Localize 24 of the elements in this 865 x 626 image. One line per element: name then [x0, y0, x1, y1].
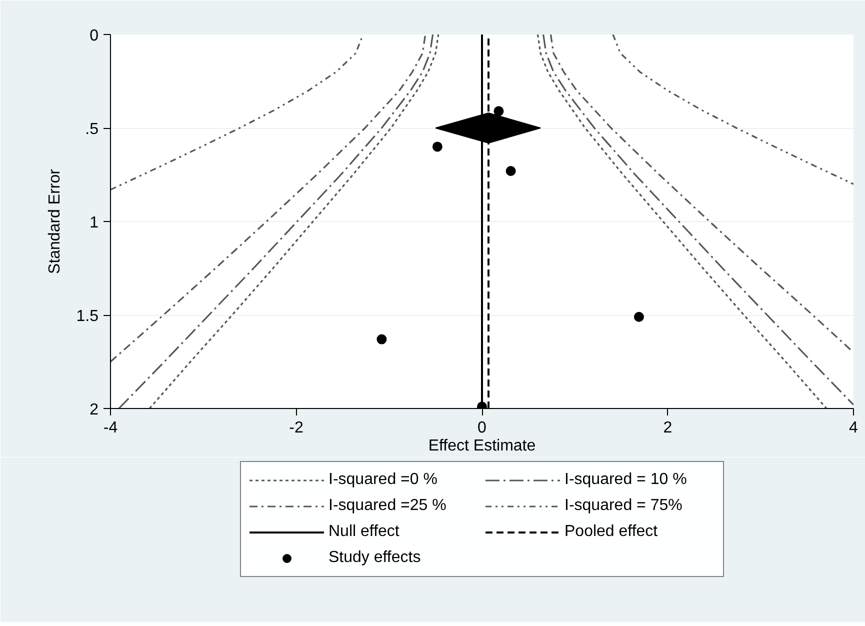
legend-label: I-squared = 10 % — [564, 470, 688, 490]
y-tick-label: 0 — [90, 28, 99, 44]
point — [376, 334, 387, 344]
y-tick-label: .5 — [85, 121, 99, 138]
x-tick-label: 0 — [478, 420, 487, 436]
point — [506, 166, 516, 176]
y-tick-label: 1.5 — [76, 308, 99, 325]
x-axis-title: Effect Estimate — [428, 438, 536, 454]
legend-label: I-squared =0 % — [328, 470, 438, 490]
x-tick-label: -2 — [289, 420, 304, 436]
x-tick-label: 4 — [849, 420, 858, 436]
point — [634, 312, 644, 322]
x-tick-label: -4 — [103, 420, 118, 436]
x-tick-label: 2 — [663, 420, 672, 436]
point — [432, 142, 442, 152]
legend-label: Pooled effect — [564, 522, 659, 542]
point — [494, 106, 504, 116]
y-tick-label: 1 — [90, 214, 99, 232]
y-axis-title: Standard Error — [46, 168, 64, 274]
legend-label: Null effect — [328, 522, 400, 542]
legend-label: I-squared =25 % — [328, 496, 448, 516]
y-tick-label: 2 — [90, 402, 99, 418]
legend-label: I-squared = 75% — [564, 496, 684, 516]
legend-label: Study effects — [328, 548, 422, 568]
